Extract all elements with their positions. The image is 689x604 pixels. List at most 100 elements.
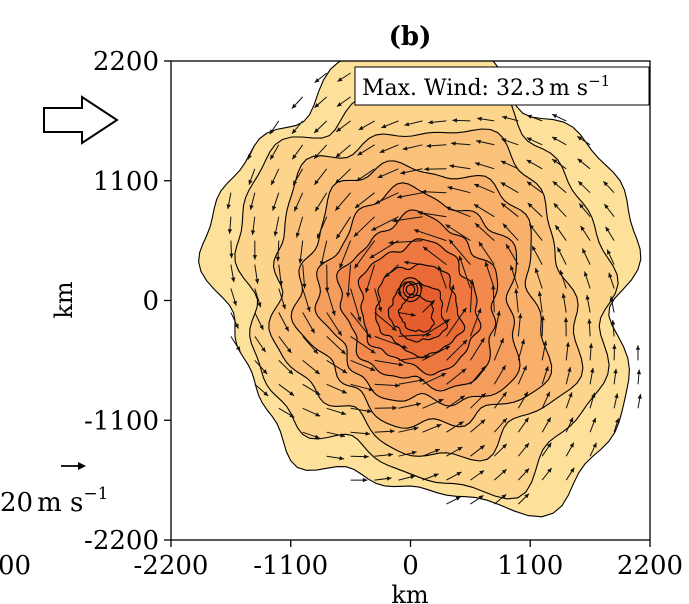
wind-vector-arrowhead (358, 125, 364, 130)
wind-vector-arrowhead (499, 338, 504, 344)
wind-vector-arrowhead (580, 225, 585, 231)
wind-vector-arrowhead (248, 179, 253, 185)
reference-vector-label: 20 m s−1 (0, 484, 108, 518)
wind-vector-arrowhead (270, 154, 275, 160)
wind-vector-arrowhead (386, 476, 392, 481)
wind-vector-arrowhead (421, 189, 427, 194)
contour-line (397, 293, 435, 333)
wind-vector-arrowhead (324, 287, 330, 293)
wind-vector (365, 264, 376, 293)
wind-vector-arrowhead (450, 284, 455, 290)
wind-vector-arrowhead (568, 392, 573, 398)
wind-vector-arrowhead (607, 249, 611, 255)
wind-vector-arrowhead (269, 129, 274, 135)
wind-vector-arrowhead (392, 405, 397, 411)
wind-vector-arrowhead (416, 402, 421, 407)
contour-fills (198, 61, 641, 517)
wind-vector-arrowhead (340, 349, 346, 355)
wind-vector-arrowhead (480, 393, 486, 398)
wind-vector-arrowhead (459, 395, 465, 400)
wind-vector-arrowhead (445, 224, 451, 229)
wind-vector (469, 279, 473, 313)
wind-vector-arrowhead (314, 179, 319, 185)
wind-vector-arrowhead (229, 253, 234, 259)
y-tick-label: 2200 (93, 47, 159, 77)
wind-vector-arrowhead (362, 477, 368, 483)
wind-vector-arrowhead (502, 443, 507, 449)
wind-vector (445, 224, 471, 242)
wind-vector-arrowhead (379, 148, 385, 153)
wind-vector-arrowhead (434, 448, 440, 453)
wind-vector-arrowhead (317, 233, 321, 239)
wind-vector-arrowhead (534, 268, 539, 273)
wind-vector-arrowhead (475, 162, 480, 167)
wind-vector (448, 239, 471, 265)
wind-vector-arrowhead (341, 389, 347, 394)
wind-vector-arrowhead (456, 472, 462, 476)
wind-vector-arrowhead (608, 272, 613, 278)
wind-vector-arrowhead (502, 418, 507, 423)
wind-vector (422, 318, 451, 337)
max-wind-annotation: Max. Wind: 32.3 m s−1 (362, 72, 610, 101)
wind-vector-arrowhead (314, 434, 320, 439)
wind-vector-arrowhead (484, 261, 489, 267)
wind-vector-arrowhead (555, 225, 560, 231)
wind-vector (371, 216, 399, 231)
wind-vector-arrowhead (552, 159, 558, 164)
wind-vector-arrowhead (478, 495, 484, 500)
wind-vector-arrowhead (392, 218, 398, 223)
wind-vector-arrowhead (441, 373, 447, 378)
wind-vector-arrowhead (314, 128, 319, 133)
wind-vector-arrowhead (577, 158, 583, 164)
wind-vector-arrowhead (410, 474, 416, 480)
wind-vector-arrowhead (419, 281, 424, 287)
wind-vector-arrowhead (430, 300, 435, 305)
wind-vector-arrowhead (524, 443, 529, 448)
reference-vector-unit-exponent: −1 (83, 484, 108, 504)
wind-vector-arrowhead (609, 296, 614, 302)
wind-vector-arrowhead (314, 369, 320, 375)
wind-vector-arrowhead (395, 383, 400, 388)
wind-vector (422, 246, 447, 265)
wind-vector-arrowhead (583, 271, 588, 277)
wind-vector-arrowhead (315, 412, 321, 417)
eye-contour (405, 284, 416, 295)
wind-vector-arrowhead (388, 240, 394, 245)
wind-vector-arrowhead (501, 494, 507, 499)
wind-vector-arrowhead (479, 470, 485, 475)
wind-vector-arrowhead (310, 328, 315, 334)
contour-line (314, 182, 521, 407)
wind-vector-arrowhead (610, 320, 616, 325)
wind-vector-arrowhead (529, 224, 534, 230)
wind-vector-arrowhead (271, 180, 276, 186)
wind-vector-arrowhead (523, 391, 528, 397)
wind-vector (326, 312, 343, 336)
y-tick-label: -1100 (84, 406, 159, 436)
eye-contour (399, 277, 422, 303)
wind-vector-arrowhead (231, 277, 236, 283)
wind-vector-arrowhead (226, 204, 231, 209)
wind-vector-arrowhead (480, 419, 486, 425)
wind-vector-arrowhead (402, 146, 408, 151)
wind-vector-arrowhead (636, 369, 642, 375)
wind-vector (326, 264, 328, 293)
wind-vector-arrowhead (336, 127, 342, 132)
wind-vector-arrowhead (272, 205, 277, 211)
contour-line (387, 281, 449, 343)
wind-vector (339, 240, 352, 269)
wind-vector-arrowhead (457, 447, 463, 452)
wind-vector-arrowhead (481, 366, 486, 371)
wind-vector-arrowhead (469, 279, 475, 284)
wind-vector (374, 359, 404, 366)
wind-vector-arrowhead (339, 263, 344, 269)
panel-label: (b) (389, 22, 432, 52)
wind-vector-arrowhead (570, 467, 575, 473)
wind-vector-arrowhead (346, 292, 351, 298)
contour-line (336, 209, 499, 392)
wind-vector-arrowhead (397, 194, 402, 199)
x-tick-label: 2200 (617, 551, 683, 581)
wind-vector-arrowhead (604, 204, 609, 209)
wind-vector-arrowhead (337, 77, 343, 82)
y-axis: -2200 -1100 0 1100 2200 (84, 47, 171, 556)
wind-vector (484, 261, 495, 289)
